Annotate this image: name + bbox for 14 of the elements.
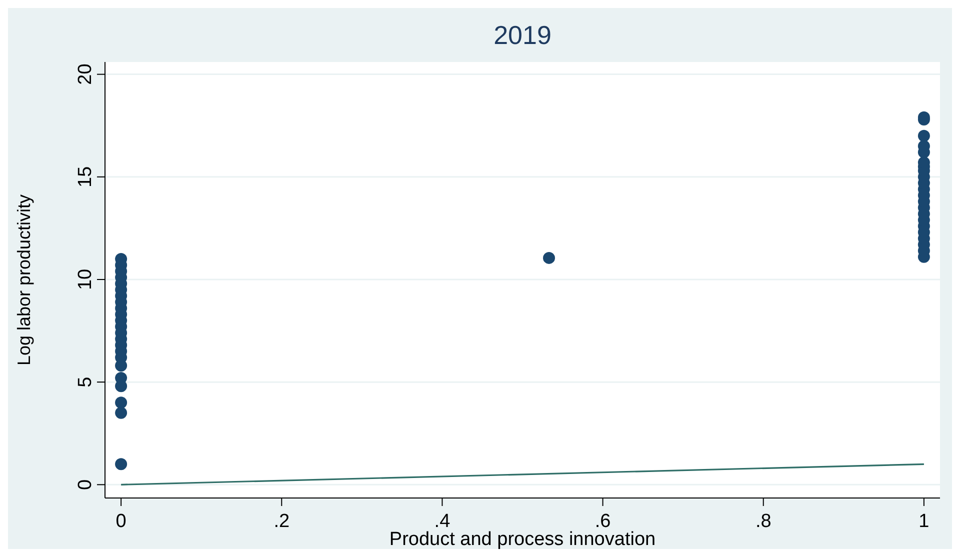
y-tick-label: 20 [75, 64, 96, 85]
x-tick-label: 0 [116, 511, 126, 532]
y-tick-label: 0 [75, 479, 96, 490]
x-tick-label: .4 [434, 511, 451, 532]
y-tick-label: 5 [75, 376, 96, 388]
chart-title: 2019 [494, 20, 552, 50]
x-tick-label: .2 [274, 511, 290, 532]
x-tick-label: .8 [755, 511, 772, 532]
y-tick-label: 10 [75, 268, 96, 290]
x-tick-label: 1 [918, 511, 930, 532]
x-tick-label: .6 [594, 511, 611, 532]
y-tick-label: 15 [75, 166, 96, 188]
y-axis-title: Log labor productivity [14, 194, 34, 366]
x-axis-title: Product and process innovation [389, 529, 656, 550]
